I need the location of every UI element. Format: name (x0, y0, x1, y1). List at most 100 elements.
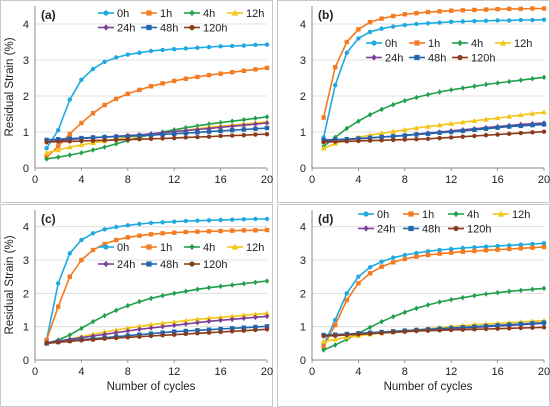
data-point-1h (148, 232, 154, 237)
data-point-120h (379, 138, 384, 143)
legend-marker (189, 243, 195, 251)
data-point-0h (449, 19, 454, 25)
data-point-12h (402, 126, 408, 133)
data-point-4h (160, 292, 165, 299)
data-point-0h (530, 241, 535, 247)
data-point-1h (206, 72, 212, 78)
data-point-120h (391, 137, 396, 143)
data-point-48h (425, 131, 431, 136)
legend: 0h 1h 4h 12h 24h 48h 120h (98, 8, 264, 35)
data-point-1h (67, 131, 72, 136)
legend-marker (146, 10, 152, 16)
y-tick-label: 2 (23, 91, 29, 103)
data-point-12h (159, 320, 166, 326)
data-point-48h (90, 135, 96, 140)
data-point-120h (264, 131, 270, 137)
x-axis-title: Number of cycles (107, 381, 196, 393)
legend-marker (414, 40, 420, 46)
data-point-120h (160, 136, 165, 141)
data-point-120h (148, 333, 154, 339)
data-point-120h (56, 340, 61, 345)
data-point-0h (206, 44, 212, 50)
data-point-120h (56, 139, 61, 144)
data-point-120h (356, 138, 361, 144)
data-point-4h (425, 302, 431, 308)
data-point-0h (449, 246, 454, 252)
data-point-0h (125, 52, 130, 57)
data-point-4h (541, 285, 547, 292)
panel-label: (b) (318, 8, 333, 22)
data-point-48h (230, 326, 235, 331)
x-tick-label: 0 (32, 366, 38, 378)
data-point-4h (90, 147, 96, 153)
legend-label: 24h (117, 23, 135, 35)
data-point-12h (413, 125, 420, 131)
legend-label: 120h (467, 224, 491, 236)
data-point-4h (148, 295, 154, 302)
data-point-1h (379, 16, 384, 21)
data-point-24h (195, 319, 200, 326)
data-point-12h (264, 310, 270, 316)
data-point-4h (114, 307, 119, 314)
data-point-1h (241, 228, 246, 233)
data-point-0h (367, 29, 373, 35)
data-point-4h (541, 74, 547, 81)
legend-label: 24h (385, 53, 403, 65)
data-point-120h (125, 137, 130, 142)
data-point-4h (195, 286, 200, 293)
data-point-0h (414, 21, 419, 27)
data-point-1h (379, 264, 384, 269)
data-point-120h (460, 327, 465, 332)
legend-item-24h: 24h (98, 259, 135, 271)
data-point-48h (253, 324, 258, 330)
y-tick-label: 1 (300, 322, 306, 334)
data-point-1h (148, 84, 154, 89)
y-axis-title: Residual Strain (%) (4, 235, 16, 334)
legend-item-1h: 1h (141, 8, 172, 20)
data-point-0h (230, 43, 235, 49)
data-point-48h (530, 321, 535, 326)
data-point-1h (137, 87, 142, 93)
x-tick-label: 12 (445, 174, 457, 186)
data-point-12h (148, 321, 154, 327)
data-point-4h (414, 94, 419, 101)
data-point-120h (195, 134, 200, 140)
data-point-0h (391, 24, 396, 29)
data-point-0h (344, 50, 349, 55)
data-point-1h (391, 260, 396, 265)
legend-item-48h: 48h (141, 23, 178, 35)
data-point-0h (79, 77, 84, 83)
data-point-1h (483, 248, 489, 253)
data-point-1h (367, 271, 373, 276)
data-point-120h (90, 138, 96, 143)
data-point-12h (252, 311, 259, 317)
legend-marker (146, 24, 152, 31)
y-tick-label: 3 (300, 55, 306, 67)
data-point-120h (472, 133, 477, 139)
data-point-0h (241, 217, 246, 222)
data-point-4h (530, 286, 535, 293)
y-tick-label: 0 (23, 163, 29, 175)
legend-label: 48h (422, 224, 440, 236)
x-tick-label: 8 (402, 174, 408, 186)
data-point-12h (506, 113, 512, 119)
legend-marker (497, 210, 505, 217)
data-point-4h (183, 288, 188, 295)
data-point-120h (44, 139, 49, 145)
legend-item-12h: 12h (227, 8, 264, 20)
data-point-120h (414, 328, 419, 334)
legend-marker (408, 225, 414, 232)
data-point-0h (230, 217, 235, 222)
data-point-1h (218, 71, 223, 76)
data-point-1h (344, 297, 349, 303)
data-point-120h (402, 329, 407, 334)
data-point-48h (507, 124, 512, 129)
y-tick-label: 4 (300, 19, 306, 31)
legend-label: 48h (160, 259, 178, 271)
data-point-120h (507, 326, 512, 331)
data-point-120h (79, 138, 84, 144)
data-point-48h (206, 327, 212, 332)
data-point-120h (183, 135, 188, 140)
legend-marker (371, 54, 377, 61)
data-point-120h (253, 327, 258, 333)
